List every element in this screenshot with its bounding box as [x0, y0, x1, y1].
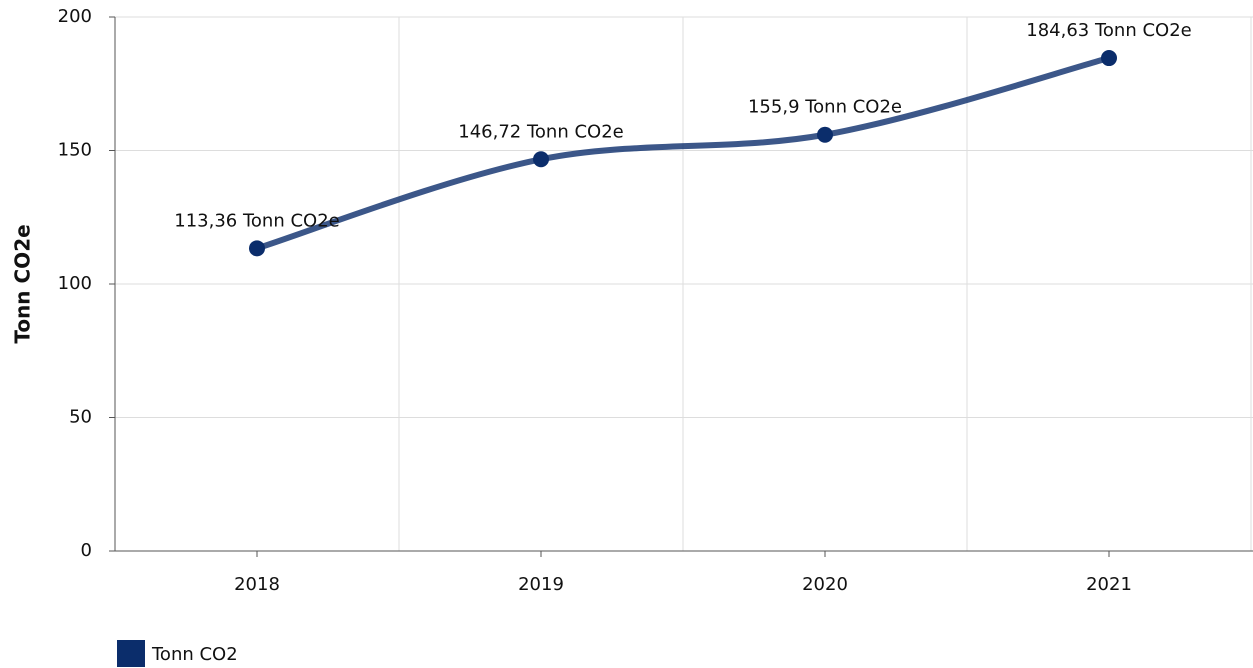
x-tick-label: 2019	[518, 574, 564, 595]
data-label: 155,9 Tonn CO2e	[748, 97, 902, 118]
x-tick-label: 2021	[1086, 574, 1132, 595]
data-label: 113,36 Tonn CO2e	[174, 210, 339, 231]
point	[817, 126, 833, 143]
data-label: 146,72 Tonn CO2e	[458, 121, 623, 142]
y-axis-label: Tonn CO2e	[11, 224, 35, 343]
y-tick-label: 200	[58, 6, 92, 27]
y-tick-label: 0	[81, 540, 92, 561]
point	[533, 151, 549, 168]
y-tick-label: 100	[58, 273, 92, 294]
y-tick-label: 150	[58, 140, 92, 161]
y-tick-label: 50	[69, 407, 92, 428]
point	[249, 240, 265, 257]
x-tick-label: 2020	[802, 574, 848, 595]
legend-label: Tonn CO2	[151, 644, 238, 665]
data-label: 184,63 Tonn CO2e	[1026, 20, 1191, 41]
legend-swatch	[117, 640, 145, 667]
series-line	[256, 55, 1110, 252]
x-tick-label: 2018	[234, 574, 280, 595]
point	[1101, 50, 1117, 67]
